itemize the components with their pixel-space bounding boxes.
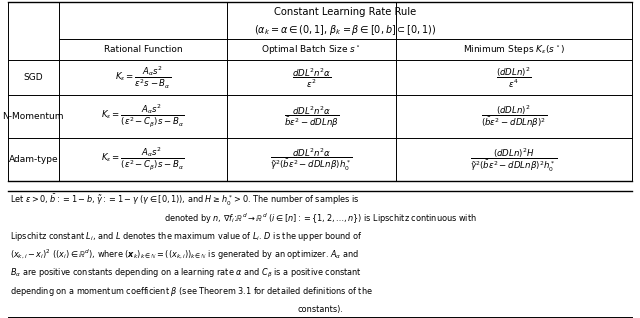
Text: $\dfrac{(dDLn)^2 H}{\tilde{\gamma}^2(\bar{b}\epsilon^2 - dDLn\beta)^2 h_0^*}$: $\dfrac{(dDLn)^2 H}{\tilde{\gamma}^2(\ba…: [470, 146, 557, 174]
Text: constants).: constants).: [297, 305, 343, 314]
Text: Minimum Steps $K_\epsilon(s^\star)$: Minimum Steps $K_\epsilon(s^\star)$: [463, 43, 565, 56]
Text: $\dfrac{dDL^2 n^2 \alpha}{\tilde{\gamma}^2(\bar{b}\epsilon^2 - dDLn\beta)h_0^*}$: $\dfrac{dDL^2 n^2 \alpha}{\tilde{\gamma}…: [270, 147, 353, 173]
Text: Let $\epsilon > 0$, $\bar{b} := 1 - b$, $\tilde{\gamma} := 1 - \gamma$ ($\gamma : Let $\epsilon > 0$, $\bar{b} := 1 - b$, …: [10, 193, 360, 208]
Text: $(x_{k,i} - x_i)^2$ ($(x_i) \in \mathbb{R}^d$), where $(\boldsymbol{x}_k)_{k \in: $(x_{k,i} - x_i)^2$ ($(x_i) \in \mathbb{…: [10, 248, 359, 262]
Text: $B_\alpha$ are positive constants depending on a learning rate $\alpha$ and $C_\: $B_\alpha$ are positive constants depend…: [10, 266, 362, 280]
Text: SGD: SGD: [24, 73, 43, 82]
Text: Rational Function: Rational Function: [104, 45, 182, 54]
Text: N-Momentum: N-Momentum: [3, 112, 64, 121]
Text: Optimal Batch Size $s^\star$: Optimal Batch Size $s^\star$: [261, 43, 362, 56]
Text: $K_\epsilon = \dfrac{A_\alpha s^2}{\epsilon^2 s - B_\alpha}$: $K_\epsilon = \dfrac{A_\alpha s^2}{\epsi…: [115, 65, 171, 91]
Text: Constant Learning Rate Rule: Constant Learning Rate Rule: [275, 7, 417, 17]
Text: $(\alpha_k = \alpha \in (0,1],\, \beta_k = \beta \in [0,b] \subset [0,1))$: $(\alpha_k = \alpha \in (0,1],\, \beta_k…: [255, 23, 436, 37]
Text: Adam-type: Adam-type: [8, 155, 58, 164]
Text: Lipschitz constant $L_i$, and $L$ denotes the maximum value of $L_i$. $D$ is the: Lipschitz constant $L_i$, and $L$ denote…: [10, 231, 362, 243]
Text: $\dfrac{dDL^2 n^2 \alpha}{\bar{b}\epsilon^2 - dDLn\beta}$: $\dfrac{dDL^2 n^2 \alpha}{\bar{b}\epsilo…: [284, 104, 339, 130]
Text: denoted by $n$, $\nabla f_i\colon \mathbb{R}^d \to \mathbb{R}^d$ ($i \in [n] := : denoted by $n$, $\nabla f_i\colon \mathb…: [164, 211, 476, 226]
Text: $\dfrac{(dDLn)^2}{(\bar{b}\epsilon^2 - dDLn\beta)^2}$: $\dfrac{(dDLn)^2}{(\bar{b}\epsilon^2 - d…: [481, 103, 547, 130]
Text: $K_\epsilon = \dfrac{A_\alpha s^2}{(\epsilon^2 - C_\beta)s - B_\alpha}$: $K_\epsilon = \dfrac{A_\alpha s^2}{(\eps…: [101, 146, 185, 173]
Text: depending on a momentum coefficient $\beta$ (see Theorem 3.1 for detailed defini: depending on a momentum coefficient $\be…: [10, 285, 373, 298]
Text: $\dfrac{dDL^2 n^2 \alpha}{\epsilon^2}$: $\dfrac{dDL^2 n^2 \alpha}{\epsilon^2}$: [292, 66, 331, 90]
Text: $K_\epsilon = \dfrac{A_\alpha s^2}{(\epsilon^2 - C_\beta)s - B_\alpha}$: $K_\epsilon = \dfrac{A_\alpha s^2}{(\eps…: [101, 103, 185, 130]
Text: $\dfrac{(dDLn)^2}{\epsilon^4}$: $\dfrac{(dDLn)^2}{\epsilon^4}$: [496, 66, 532, 90]
